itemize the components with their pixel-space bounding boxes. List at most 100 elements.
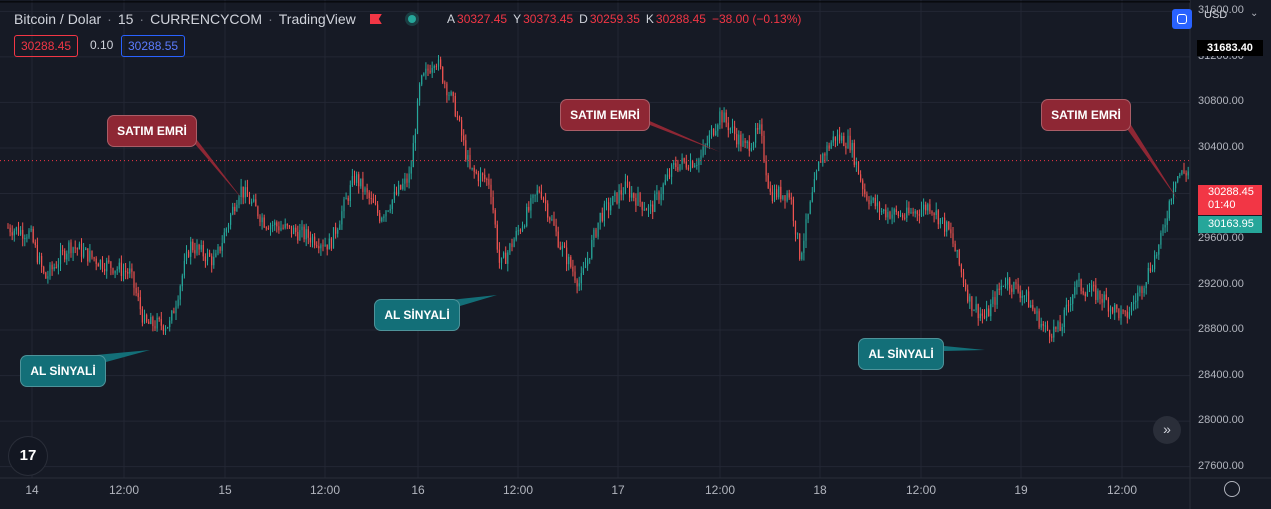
candle-body xyxy=(99,259,101,267)
candle-body xyxy=(230,214,232,225)
candle-body xyxy=(314,236,316,246)
candle-body xyxy=(605,202,608,204)
candle-body xyxy=(471,167,473,169)
candle-body xyxy=(446,83,448,96)
candle-body xyxy=(689,161,692,170)
candle-body xyxy=(154,326,156,329)
candle-body xyxy=(393,191,395,200)
candle-body xyxy=(1072,294,1074,304)
candle-body xyxy=(885,209,887,218)
candle-body xyxy=(282,227,284,229)
candle-body xyxy=(391,199,393,210)
change-value: −38.00 (−0.13%) xyxy=(711,12,802,26)
symbol-name[interactable]: Bitcoin / Dolar xyxy=(14,11,102,27)
candle-body xyxy=(893,209,895,215)
candle-body xyxy=(723,112,725,123)
candle-body xyxy=(1011,288,1013,292)
candle-body xyxy=(421,75,423,85)
sell-price-button[interactable]: 30288.45 xyxy=(14,35,79,57)
time-tick-label: 19 xyxy=(1014,483,1028,497)
candle-body xyxy=(1179,174,1181,177)
currency-label[interactable]: USD xyxy=(1204,9,1228,21)
buy-note-1[interactable]: AL SİNYALİ xyxy=(20,355,106,387)
candle-body xyxy=(360,178,362,187)
interval-label[interactable]: 15 xyxy=(117,11,134,27)
candle-body xyxy=(776,189,778,198)
candle-body xyxy=(215,253,217,257)
buy-note-3[interactable]: AL SİNYALİ xyxy=(858,338,944,370)
candle-body xyxy=(93,257,95,259)
candle-body xyxy=(345,198,347,200)
chevron-down-icon[interactable]: ⌄ xyxy=(1250,8,1259,19)
candle-body xyxy=(981,313,983,316)
candle-body xyxy=(1147,267,1149,283)
candle-body xyxy=(977,304,979,319)
candle-body xyxy=(1170,198,1172,202)
sell-note-2[interactable]: SATIM EMRİ xyxy=(560,99,650,131)
time-tick-label: 12:00 xyxy=(108,483,140,497)
settings-icon[interactable] xyxy=(1224,481,1240,497)
candle-body xyxy=(101,259,104,269)
time-tick-label: 18 xyxy=(813,483,827,497)
candle-body xyxy=(503,252,505,258)
candle-body xyxy=(55,267,57,269)
candle-body xyxy=(414,133,416,144)
buy-note-2[interactable]: AL SİNYALİ xyxy=(374,299,460,331)
candle-body xyxy=(1084,293,1086,297)
candle-body xyxy=(740,134,742,147)
candle-body xyxy=(66,253,68,260)
high-label: Y xyxy=(513,12,522,26)
sell-note-3[interactable]: SATIM EMRİ xyxy=(1041,99,1131,131)
tradingview-logo[interactable]: 17 xyxy=(9,437,47,475)
candle-body xyxy=(490,184,492,198)
candle-body xyxy=(563,245,566,248)
candle-body xyxy=(423,73,425,76)
candle-body xyxy=(427,68,429,71)
candle-body xyxy=(1158,244,1160,255)
candle-body xyxy=(364,188,366,192)
candle-body xyxy=(818,161,820,171)
candle-body xyxy=(603,203,605,221)
symbol-header[interactable]: Bitcoin / Dolar · 15 · CURRENCYCOM · Tra… xyxy=(14,9,416,29)
candle-body xyxy=(196,244,198,254)
candle-body xyxy=(47,276,49,279)
candle-body xyxy=(461,120,463,136)
candle-body xyxy=(624,181,626,194)
candle-body xyxy=(906,207,908,218)
candle-body xyxy=(198,244,200,250)
candle-body xyxy=(839,134,841,141)
candle-body xyxy=(152,317,154,327)
price-tick-label: 28800.00 xyxy=(1198,323,1244,336)
candle-body xyxy=(866,194,868,201)
flag-icon[interactable] xyxy=(369,14,382,24)
candle-body xyxy=(841,135,843,141)
time-tick-label: 16 xyxy=(411,483,425,497)
candle-body xyxy=(582,268,584,274)
candle-body xyxy=(139,297,141,310)
scroll-to-realtime-button[interactable]: » xyxy=(1153,416,1181,444)
candle-body xyxy=(385,210,387,217)
candle-body xyxy=(673,163,675,165)
candle-body xyxy=(353,176,356,183)
candle-body xyxy=(591,239,593,259)
candle-body xyxy=(557,231,559,248)
candle-body xyxy=(146,314,148,322)
candle-body xyxy=(125,270,127,273)
sell-note-1[interactable]: SATIM EMRİ xyxy=(107,115,197,147)
candle-body xyxy=(902,214,904,218)
candle-body xyxy=(456,116,458,118)
candle-body xyxy=(614,192,616,197)
currency-icon[interactable] xyxy=(1172,9,1192,29)
candle-body xyxy=(160,319,162,326)
candle-body xyxy=(366,188,368,193)
candle-body xyxy=(1070,303,1072,305)
buy-price-button[interactable]: 30288.55 xyxy=(121,35,186,57)
candle-body xyxy=(616,192,618,204)
candle-body xyxy=(794,220,797,235)
candle-body xyxy=(979,313,981,319)
candle-body xyxy=(923,204,925,210)
candle-body xyxy=(200,244,202,250)
candle-body xyxy=(1023,295,1025,297)
candle-body xyxy=(209,252,211,257)
